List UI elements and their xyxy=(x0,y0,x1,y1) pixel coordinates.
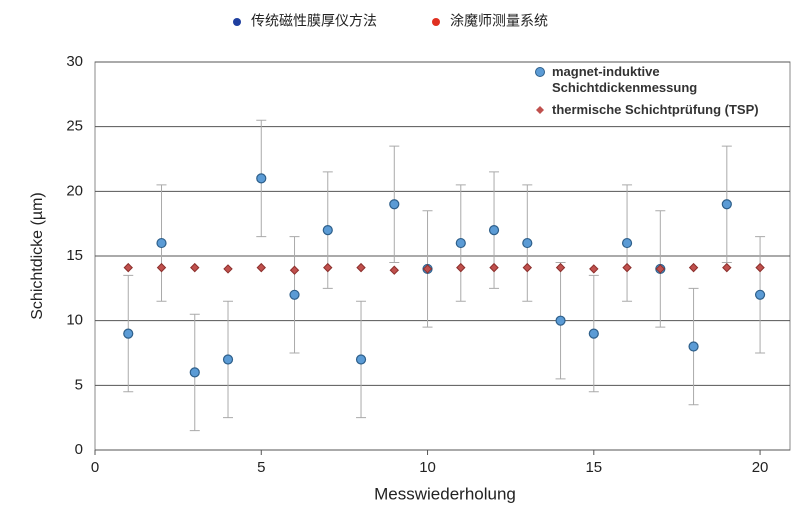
point xyxy=(123,262,133,273)
x-axis-label: Messwiederholung xyxy=(374,484,516,503)
point xyxy=(522,262,533,273)
point xyxy=(621,237,633,249)
point xyxy=(289,289,300,300)
legend-label: 涂魔师测量系统 xyxy=(450,13,548,29)
point xyxy=(322,225,333,236)
point xyxy=(355,354,367,365)
x-tick-label: 20 xyxy=(752,459,769,476)
point xyxy=(489,262,499,273)
point xyxy=(555,315,566,326)
y-axis-label: Schichtdicke (µm) xyxy=(29,192,46,319)
point xyxy=(555,262,566,273)
legend-label: 传统磁性膜厚仪方法 xyxy=(251,13,377,29)
y-tick-label: 5 xyxy=(75,376,83,393)
y-tick-label: 25 xyxy=(66,118,83,135)
point xyxy=(688,262,699,273)
legend-marker xyxy=(233,18,241,26)
point xyxy=(323,262,333,273)
point xyxy=(356,262,366,273)
y-tick-label: 30 xyxy=(66,53,83,70)
point xyxy=(488,225,500,236)
point xyxy=(522,237,533,249)
y-tick-label: 10 xyxy=(66,312,83,329)
point xyxy=(389,265,399,275)
point xyxy=(256,262,266,273)
legend-label: thermische Schichtprüfung (TSP) xyxy=(552,102,759,117)
point xyxy=(455,237,466,249)
legend-label: magnet-induktive Schichtdickenmessung xyxy=(552,64,698,95)
point xyxy=(222,354,234,365)
x-tick-label: 15 xyxy=(585,459,602,476)
y-tick-label: 0 xyxy=(75,441,83,458)
point xyxy=(156,262,167,273)
point xyxy=(190,262,200,273)
point xyxy=(754,289,766,300)
legend-marker xyxy=(535,67,545,77)
point xyxy=(389,199,400,210)
point xyxy=(456,262,466,273)
point xyxy=(622,262,632,273)
x-tick-label: 5 xyxy=(257,459,265,476)
x-tick-label: 0 xyxy=(91,459,99,476)
point xyxy=(189,367,200,378)
point xyxy=(256,173,267,184)
point xyxy=(721,199,732,210)
point xyxy=(688,341,699,352)
point xyxy=(655,264,666,274)
x-tick-label: 10 xyxy=(419,459,436,476)
legend-marker xyxy=(432,18,440,26)
point xyxy=(223,264,233,274)
point xyxy=(755,262,765,273)
point xyxy=(722,262,732,273)
point xyxy=(589,264,599,274)
point xyxy=(289,265,300,275)
point xyxy=(123,328,134,339)
y-tick-label: 15 xyxy=(66,247,83,264)
point xyxy=(422,264,433,274)
point xyxy=(588,328,599,339)
legend-marker xyxy=(536,106,544,114)
y-tick-label: 20 xyxy=(66,182,83,199)
point xyxy=(156,237,167,249)
